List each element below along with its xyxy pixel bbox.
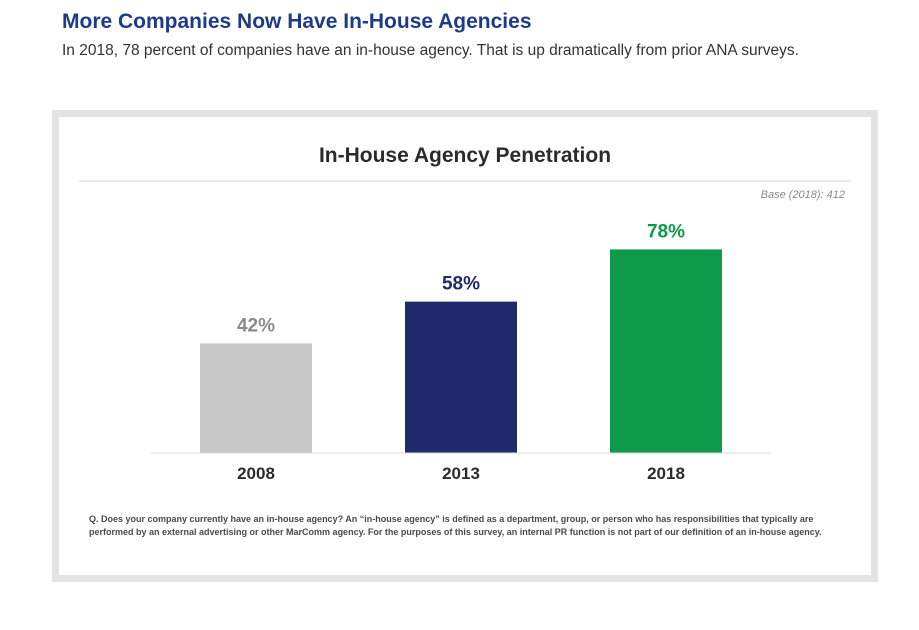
value-label-2013: 58% [442, 274, 480, 295]
bar-2013 [405, 301, 517, 453]
chart-panel: In-House Agency Penetration Base (2018):… [52, 110, 878, 582]
page-title: More Companies Now Have In-House Agencie… [62, 10, 532, 33]
x-tick-label-2018: 2018 [647, 464, 685, 483]
chart-title: In-House Agency Penetration [319, 144, 611, 167]
value-label-2018: 78% [647, 221, 685, 242]
page-subtitle: In 2018, 78 percent of companies have an… [62, 42, 799, 59]
value-label-2008: 42% [237, 315, 275, 336]
base-note: Base (2018): 412 [761, 189, 845, 201]
x-tick-label-2013: 2013 [442, 464, 480, 483]
x-tick-label-2008: 2008 [237, 464, 275, 483]
bar-2008 [200, 343, 312, 453]
survey-question-footnote: Q. Does your company currently have an i… [89, 514, 822, 537]
bar-2018 [610, 249, 722, 453]
bar-chart: In-House Agency Penetration Base (2018):… [79, 144, 851, 483]
